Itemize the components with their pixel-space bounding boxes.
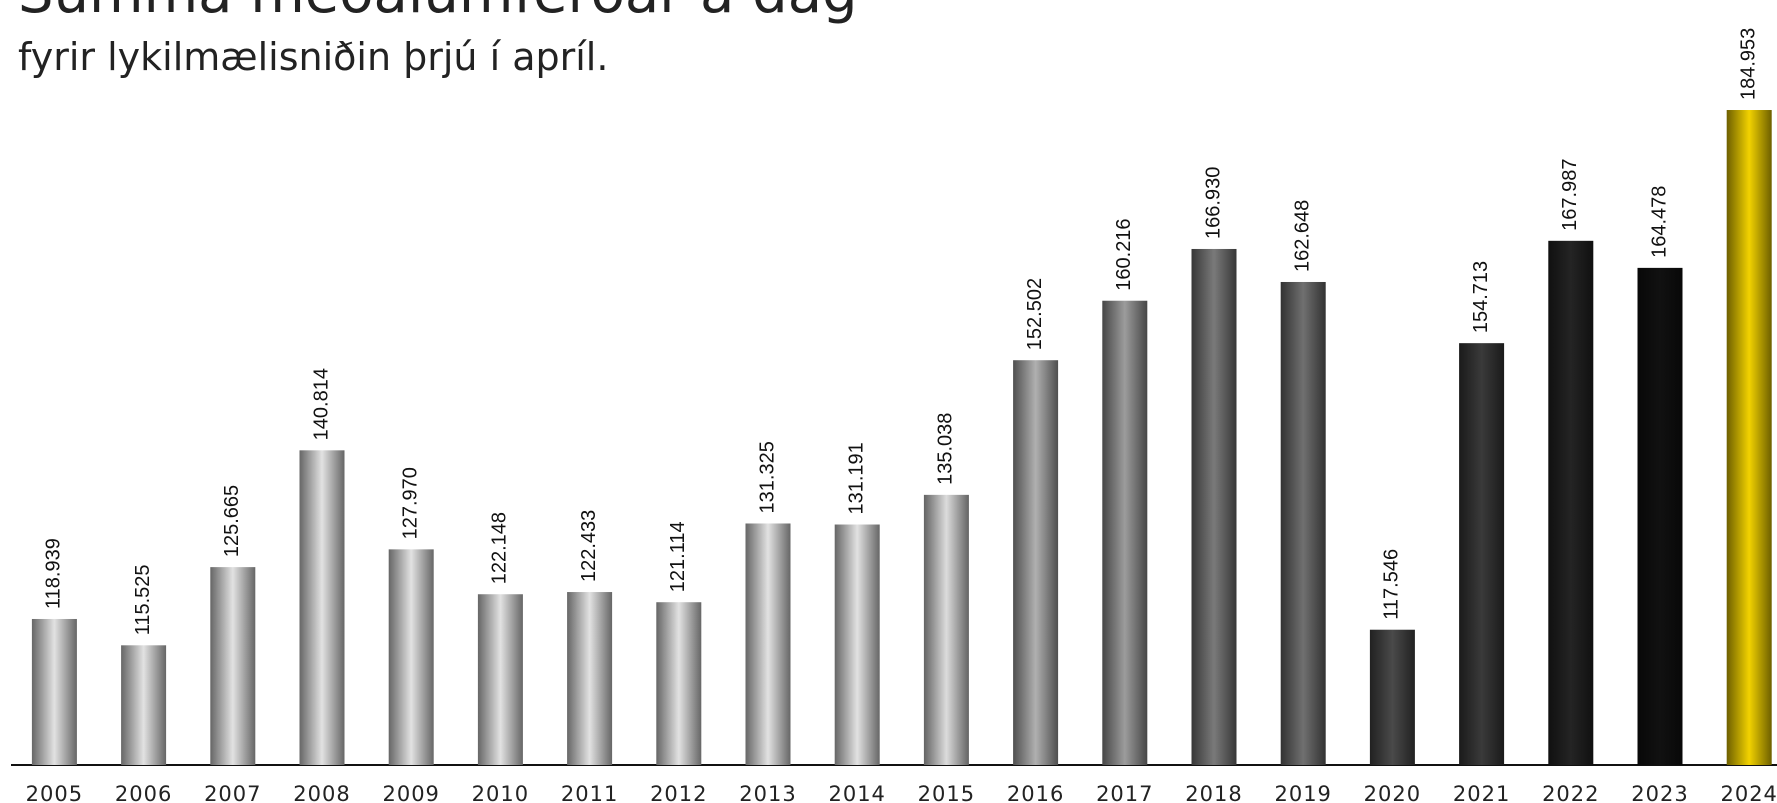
value-label: 160.216 <box>1113 218 1135 290</box>
x-tick-label: 2018 <box>1185 782 1242 803</box>
bar <box>656 602 702 765</box>
bar <box>210 567 256 765</box>
x-tick-label: 2013 <box>739 782 796 803</box>
value-label: 118.939 <box>43 538 65 609</box>
bar <box>1637 267 1683 765</box>
value-label: 166.930 <box>1202 167 1224 239</box>
x-tick-label: 2023 <box>1631 782 1688 803</box>
x-tick-label: 2014 <box>828 782 885 803</box>
value-label: 154.713 <box>1470 261 1492 333</box>
value-label: 131.325 <box>756 441 778 513</box>
x-tick-label: 2008 <box>293 782 350 803</box>
x-tick-label: 2010 <box>472 782 529 803</box>
value-label: 135.038 <box>935 413 957 485</box>
bar <box>1369 629 1415 765</box>
x-tick-label: 2005 <box>26 782 83 803</box>
value-label: 131.191 <box>845 442 867 514</box>
value-label: 115.525 <box>132 564 154 635</box>
bar <box>923 494 969 765</box>
bar <box>834 524 880 765</box>
value-label: 152.502 <box>1024 278 1046 350</box>
bar <box>1013 360 1059 765</box>
x-tick-label: 2021 <box>1453 782 1510 803</box>
value-label: 164.478 <box>1648 186 1670 258</box>
x-tick-label: 2007 <box>204 782 261 803</box>
x-tick-label: 2015 <box>918 782 975 803</box>
value-label: 162.648 <box>1291 200 1313 272</box>
value-label: 125.665 <box>221 485 243 557</box>
x-tick-label: 2024 <box>1720 782 1777 803</box>
bar <box>299 450 345 765</box>
value-label: 167.987 <box>1559 159 1581 231</box>
value-label: 117.546 <box>1381 549 1403 620</box>
x-tick-label: 2012 <box>650 782 707 803</box>
x-tick-label: 2016 <box>1007 782 1064 803</box>
bar <box>1726 110 1772 765</box>
x-tick-label: 2009 <box>382 782 439 803</box>
bar <box>745 523 791 765</box>
chart-title: Summa meðalumferðar á dag <box>18 0 858 26</box>
x-tick-label: 2017 <box>1096 782 1153 803</box>
bar <box>1548 240 1594 765</box>
x-tick-label: 2011 <box>561 782 618 803</box>
x-tick-label: 2020 <box>1364 782 1421 803</box>
value-label: 122.433 <box>578 510 600 582</box>
chart-subtitle: fyrir lykilmælisniðin þrjú í apríl. <box>18 35 608 79</box>
value-label: 127.970 <box>399 467 421 539</box>
bar <box>121 645 167 765</box>
value-label: 184.953 <box>1737 28 1759 100</box>
value-label: 140.814 <box>310 368 332 440</box>
bar <box>1459 343 1505 765</box>
bar <box>388 549 434 765</box>
value-label: 121.114 <box>667 521 689 592</box>
bar <box>567 592 613 765</box>
x-tick-label: 2019 <box>1274 782 1331 803</box>
bar <box>1102 300 1148 765</box>
value-label: 122.148 <box>489 512 511 584</box>
bar <box>1280 281 1326 765</box>
bar <box>1191 248 1237 765</box>
bar <box>477 594 523 765</box>
bar <box>31 618 77 765</box>
x-tick-label: 2022 <box>1542 782 1599 803</box>
x-tick-label: 2006 <box>115 782 172 803</box>
